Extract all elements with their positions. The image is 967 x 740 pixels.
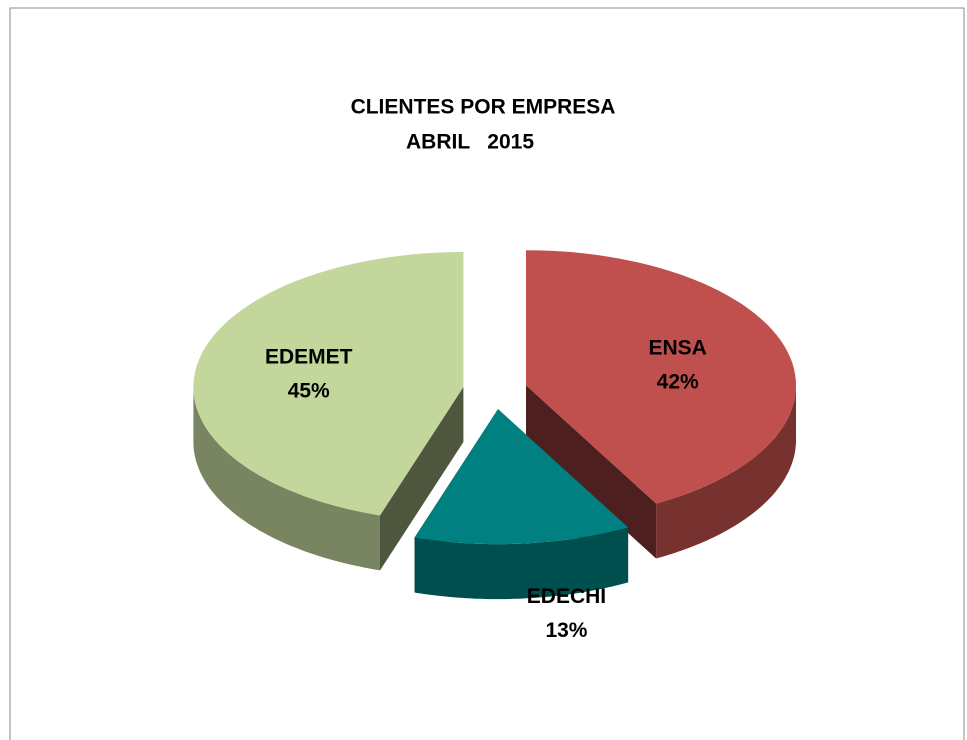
data-label-name: EDEMET (265, 345, 353, 368)
data-label-name: EDECHI (527, 585, 606, 608)
slice-wall (414, 527, 629, 600)
slice (414, 409, 629, 545)
slice-wall (656, 385, 796, 559)
slice-wall (193, 387, 380, 571)
data-label-value: 13% (545, 619, 587, 642)
data-label-value: 45% (288, 379, 330, 402)
chart-title: CLIENTES POR EMPRESA (351, 96, 616, 119)
chart-subtitle: ABRIL 2015 (406, 131, 534, 154)
data-label-name: ENSA (648, 336, 706, 359)
slice (526, 250, 796, 504)
slice-side (526, 385, 657, 559)
data-label-value: 42% (657, 370, 699, 393)
slice (193, 252, 464, 516)
slice-side (380, 387, 464, 571)
chart-frame (9, 7, 965, 740)
